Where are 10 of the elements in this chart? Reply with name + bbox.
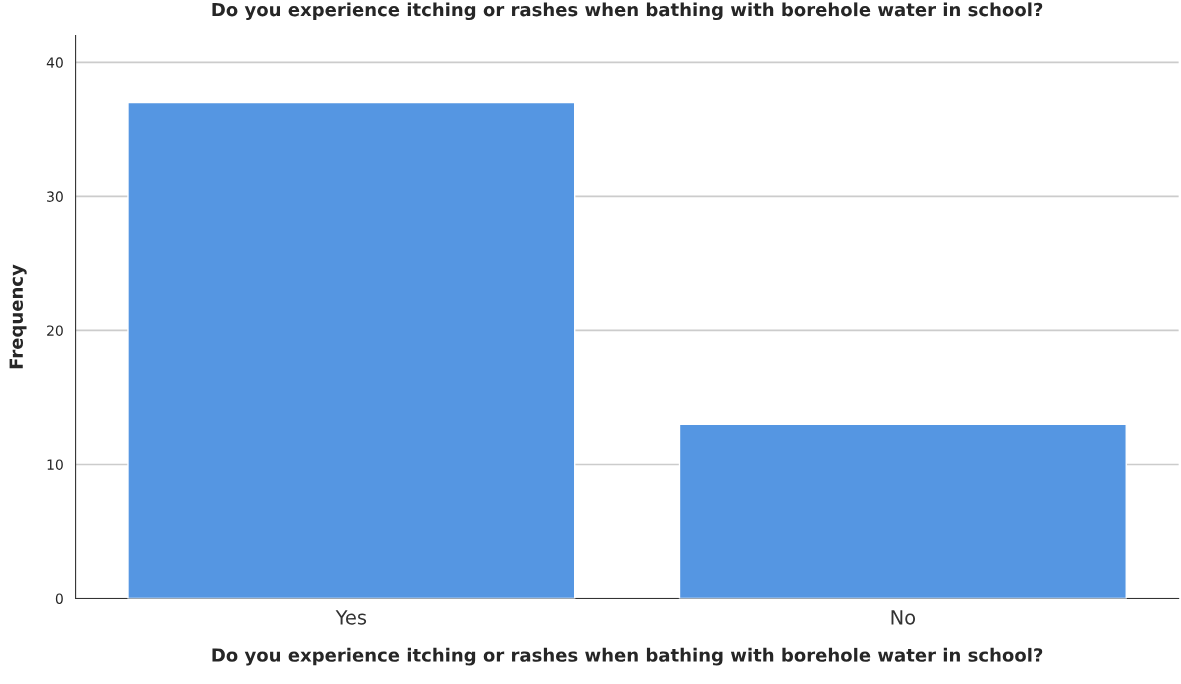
y-tick-label: 30 xyxy=(47,191,63,202)
x-tick-label: No xyxy=(891,610,916,625)
y-tick-label: 0 xyxy=(55,593,63,604)
y-tick-label: 10 xyxy=(47,459,63,470)
x-tick-label: Yes xyxy=(335,610,367,625)
chart-title: Do you experience itching or rashes when bathing with borehole water in school? xyxy=(212,2,1043,21)
y-axis-title: Frequency xyxy=(9,264,27,369)
y-tick-label: 20 xyxy=(47,325,63,336)
y-tick-label: 40 xyxy=(46,57,63,68)
x-axis-title: Do you experience itching or rashes when bathing with borehole water in school? xyxy=(212,647,1043,666)
